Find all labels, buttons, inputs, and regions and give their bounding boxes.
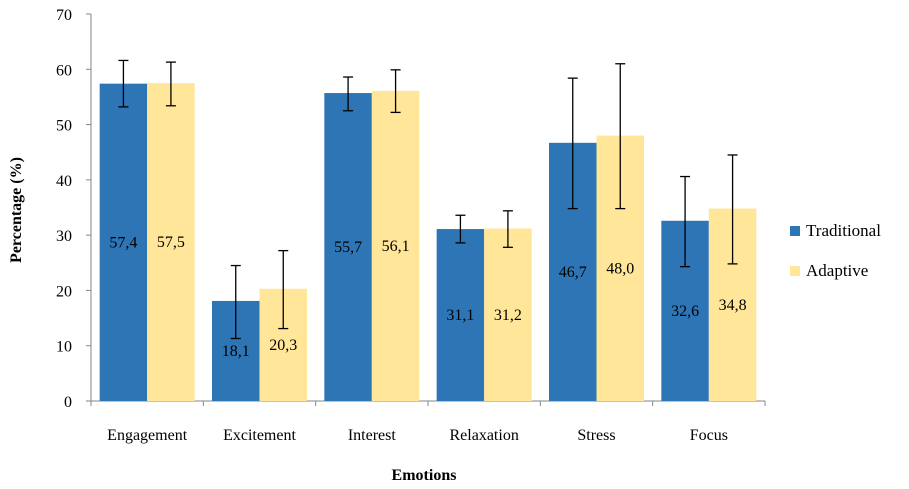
data-label: 31,2 [494,307,522,324]
y-tick-label: 50 [56,118,72,135]
bar [99,83,148,401]
legend-label-traditional: Traditional [806,221,881,240]
data-label: 48,0 [606,260,634,277]
x-tick-label: Relaxation [450,427,519,444]
legend: Traditional Adaptive [790,221,881,301]
x-tick-label: Interest [348,427,397,444]
data-label: 20,3 [269,337,297,354]
x-tick-label: Excitement [223,427,296,444]
plot-area: 0 10 20 30 40 50 60 70 Engagement Excitement Inter… [56,7,766,444]
y-tick-label: 40 [56,173,72,190]
legend-swatch-traditional [790,226,800,236]
data-label: 56,1 [382,238,410,255]
data-label: 32,6 [671,303,699,320]
legend-item-traditional: Traditional [790,221,881,241]
y-tick-label: 30 [56,228,72,245]
legend-label-adaptive: Adaptive [806,261,869,280]
y-axis-title: Percentage (%) [8,157,25,263]
y-tick-label: 70 [56,7,72,24]
data-label: 57,4 [109,234,137,251]
x-tick-label: Engagement [107,427,188,444]
bar [371,90,420,402]
x-tick-label: Focus [690,427,728,444]
data-label: 46,7 [559,264,587,281]
data-label: 57,5 [157,234,185,251]
x-tick-label: Stress [577,427,615,444]
bar [147,83,195,401]
legend-swatch-adaptive [790,266,800,276]
data-label: 34,8 [719,297,747,314]
y-tick-label: 0 [64,394,72,411]
data-label: 31,1 [446,307,474,324]
data-label: 18,1 [222,343,250,360]
y-tick-label: 60 [56,62,72,79]
x-axis-title: Emotions [392,467,457,484]
bar [324,93,372,402]
bar [484,228,532,401]
y-tick-label: 20 [56,283,72,300]
legend-item-adaptive: Adaptive [790,261,881,281]
bar [436,229,485,401]
data-label: 55,7 [334,239,362,256]
y-tick-label: 10 [56,339,72,356]
